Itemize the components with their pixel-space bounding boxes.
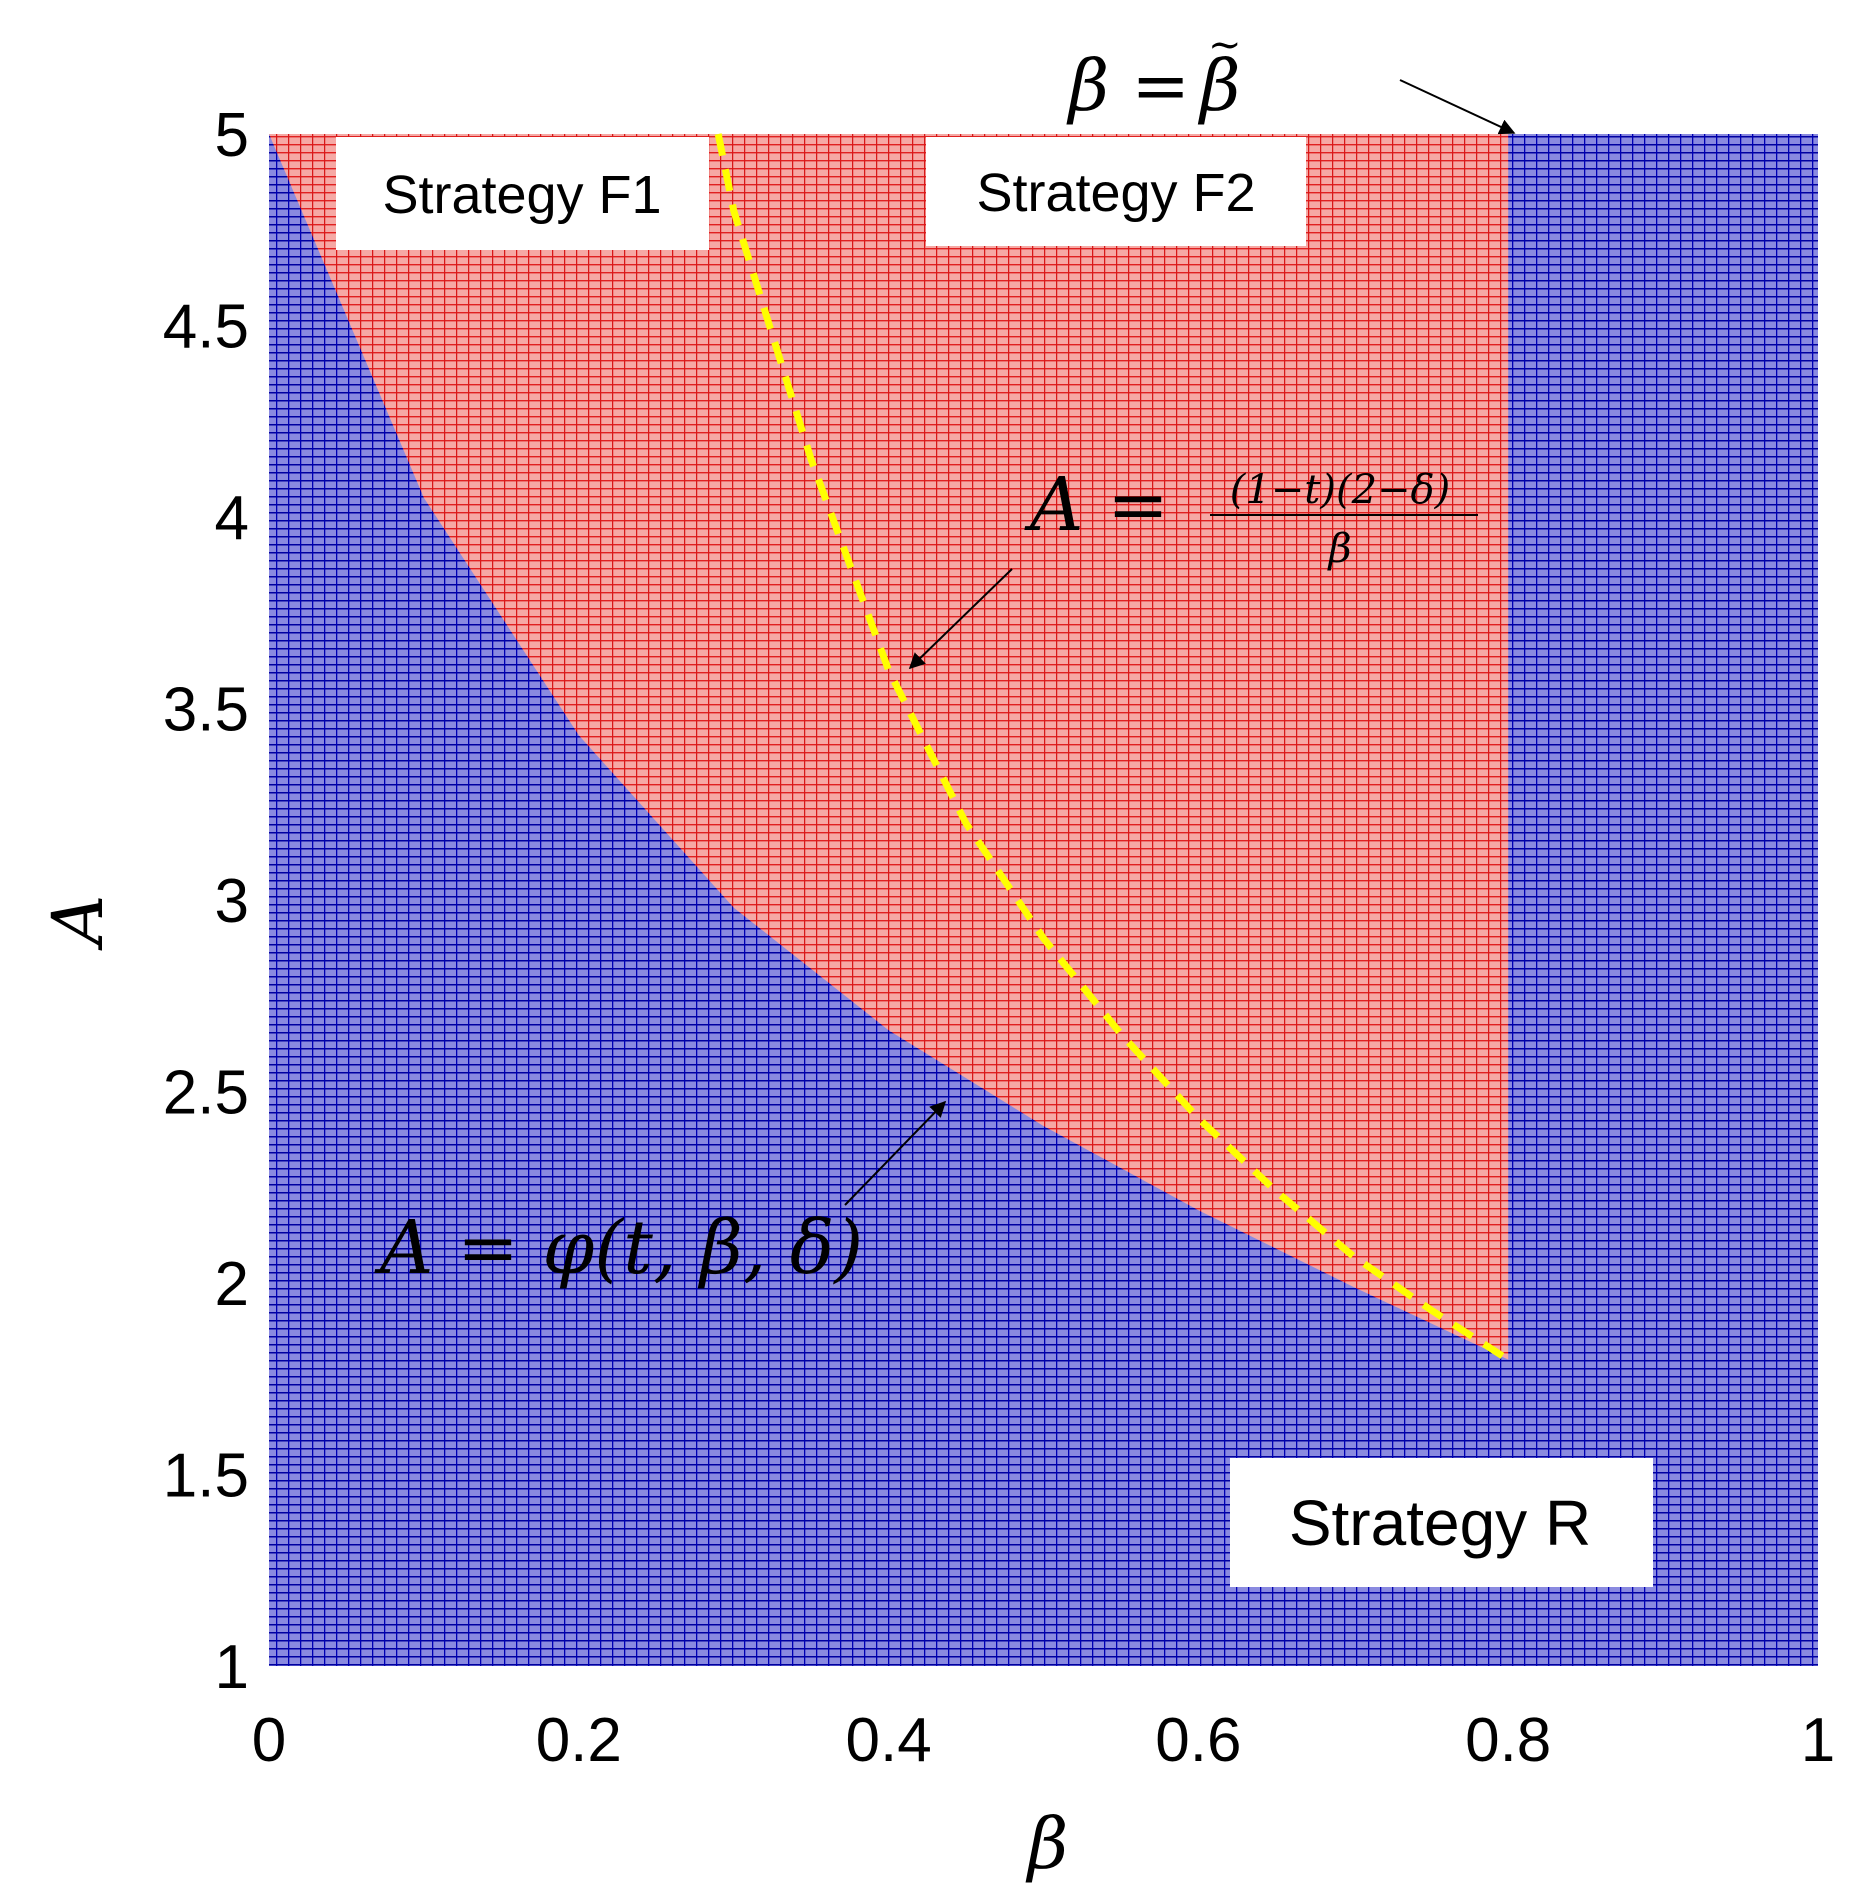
svg-text:Strategy F1: Strategy F1 bbox=[382, 165, 661, 225]
label-strategy-r: Strategy R bbox=[1230, 1458, 1653, 1587]
x-tick-label: 0.6 bbox=[1155, 1706, 1241, 1775]
x-tick-label: 0 bbox=[252, 1706, 286, 1775]
dashed-boundary-curve bbox=[714, 133, 1511, 1363]
strategy-f-region bbox=[269, 134, 1509, 1360]
beta-tilde-annotation: β = β ~ bbox=[1066, 22, 1516, 135]
label-strategy-f1: Strategy F1 bbox=[336, 137, 709, 250]
x-tick-label: 0.8 bbox=[1465, 1706, 1551, 1775]
y-tick-label: 3.5 bbox=[163, 676, 249, 745]
y-tick-label: 1.5 bbox=[163, 1442, 249, 1511]
x-axis-ticks: 0 0.2 0.4 0.6 0.8 1 bbox=[252, 1706, 1835, 1775]
y-tick-label: 2.5 bbox=[163, 1059, 249, 1128]
y-tick-label: 1 bbox=[215, 1633, 249, 1702]
svg-text:A = φ(t, β, δ): A = φ(t, β, δ) bbox=[374, 1205, 863, 1291]
label-strategy-f2: Strategy F2 bbox=[926, 137, 1306, 246]
y-axis-label: A bbox=[37, 895, 119, 952]
y-tick-label: 5 bbox=[215, 101, 249, 170]
x-tick-label: 1 bbox=[1801, 1706, 1835, 1775]
svg-text:β: β bbox=[1197, 45, 1240, 127]
y-tick-label: 3 bbox=[215, 867, 249, 936]
svg-text:β =: β = bbox=[1066, 45, 1190, 127]
x-tick-label: 0.2 bbox=[536, 1706, 622, 1775]
y-axis-ticks: 1 1.5 2 2.5 3 3.5 4 4.5 5 bbox=[163, 101, 249, 1702]
x-tick-label: 0.4 bbox=[845, 1706, 931, 1775]
svg-text:~: ~ bbox=[1208, 22, 1242, 68]
svg-text:(1−t)(2−δ): (1−t)(2−δ) bbox=[1230, 467, 1451, 513]
plot-area bbox=[269, 133, 1818, 1666]
dashed-curve-annotation: A = (1−t)(2−δ) β bbox=[908, 462, 1478, 670]
svg-text:β: β bbox=[1326, 526, 1351, 572]
y-tick-label: 4 bbox=[215, 484, 249, 553]
svg-text:A =: A = bbox=[1024, 462, 1169, 548]
y-tick-label: 2 bbox=[215, 1250, 249, 1319]
x-axis-label: β bbox=[1025, 1803, 1068, 1885]
y-tick-label: 4.5 bbox=[163, 293, 249, 362]
phi-curve-annotation: A = φ(t, β, δ) bbox=[374, 1100, 947, 1291]
svg-text:Strategy F2: Strategy F2 bbox=[976, 163, 1255, 223]
svg-text:Strategy R: Strategy R bbox=[1289, 1487, 1591, 1559]
